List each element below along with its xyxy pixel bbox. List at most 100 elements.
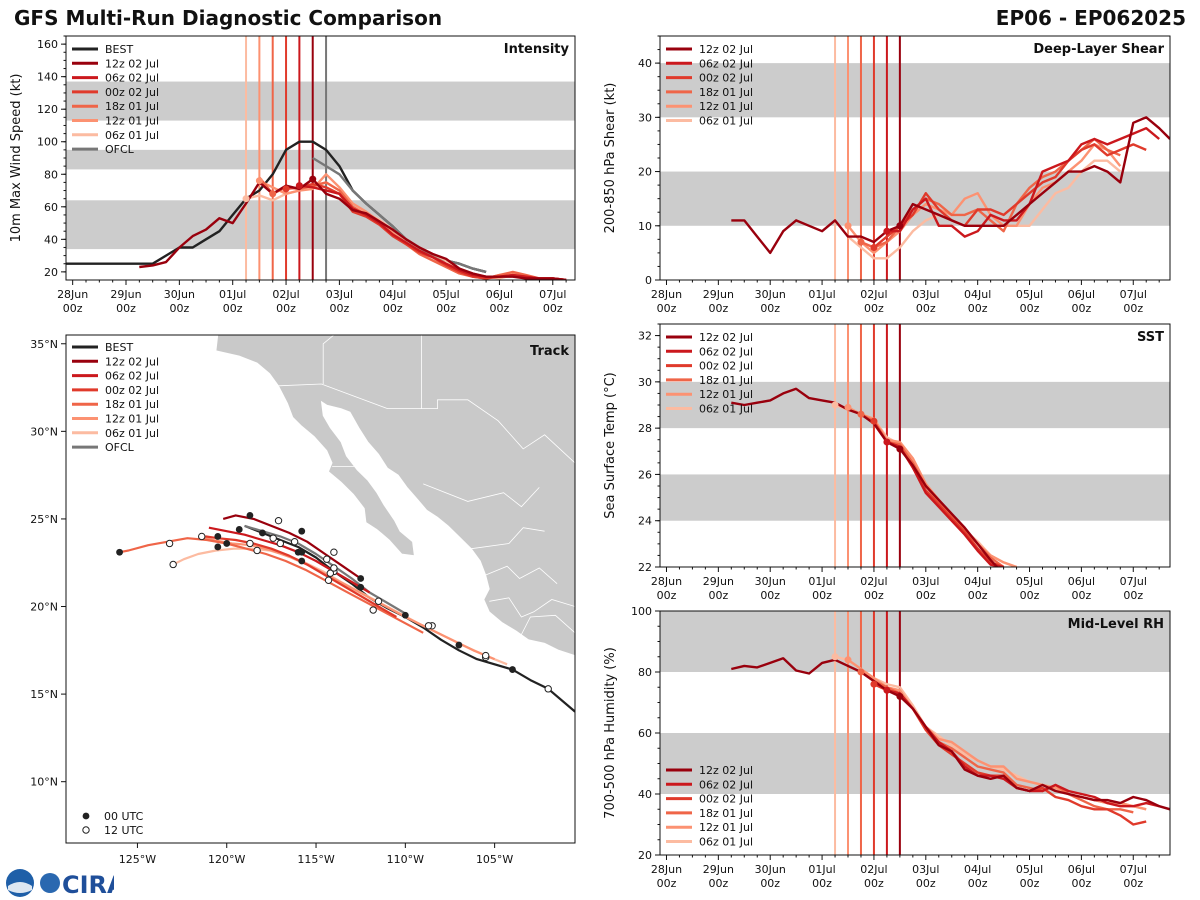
legend-label: 18z 01 Jul xyxy=(105,398,159,411)
x-tick-label: 29Jun xyxy=(703,575,734,588)
x-tick-label: 04Jul xyxy=(964,863,991,876)
marker-12utc xyxy=(198,532,206,541)
x-tick-label: 00z xyxy=(916,589,936,602)
rh-panel: 2040608010028Jun00z29Jun00z30Jun00z01Jul… xyxy=(603,605,1171,890)
init-marker xyxy=(255,177,263,185)
x-tick-label: 00z xyxy=(1020,302,1040,315)
series-line xyxy=(847,143,1122,255)
legend-label: OFCL xyxy=(105,441,135,454)
marker-12utc xyxy=(165,539,174,548)
marker-00utc xyxy=(357,575,365,582)
marker-00utc xyxy=(298,527,306,535)
y-tick-label: 28 xyxy=(638,422,652,435)
legend-label: BEST xyxy=(105,43,133,56)
legend-label: 18z 01 Jul xyxy=(105,100,159,113)
x-tick-label: 00z xyxy=(760,589,780,602)
legend-label: 00z 02 Jul xyxy=(699,793,753,806)
x-tick-label: 00z xyxy=(383,302,403,315)
x-tick-label: 07Jul xyxy=(1120,575,1147,588)
y-tick-label: 40 xyxy=(638,57,652,70)
x-tick-label: 00z xyxy=(436,302,456,315)
x-tick-label: 00z xyxy=(490,302,510,315)
series-line xyxy=(731,116,1170,255)
x-tick-label: 07Jul xyxy=(539,288,566,301)
y-tick-label: 60 xyxy=(638,727,652,740)
map-frame xyxy=(65,334,576,844)
x-tick-label: 05Jul xyxy=(1016,863,1043,876)
y-tick-label: 22 xyxy=(638,561,652,574)
y-tick-label: 40 xyxy=(44,233,58,246)
marker-00utc xyxy=(235,526,243,533)
x-tick-label: 00z xyxy=(864,302,884,315)
x-tick-label: 00z xyxy=(1020,589,1040,602)
legend-label: 12z 02 Jul xyxy=(699,43,753,56)
cira-logo: CIRA xyxy=(6,869,114,898)
legend-label: 12z 01 Jul xyxy=(699,821,753,834)
legend-label: 12z 02 Jul xyxy=(699,331,753,344)
lon-tick-label: 105°W xyxy=(476,853,513,866)
intensity-panel: 2040608010012014016028Jun00z29Jun00z30Ju… xyxy=(9,35,576,315)
threshold-band xyxy=(660,733,1170,794)
x-tick-label: 06Jul xyxy=(486,288,513,301)
y-axis-label: 200-850 hPa Shear (kt) xyxy=(603,83,618,234)
x-tick-label: 03Jul xyxy=(326,288,353,301)
marker-12utc xyxy=(330,548,338,556)
map-area xyxy=(116,335,575,713)
figure-title: GFS Multi-Run Diagnostic Comparison xyxy=(14,6,443,30)
y-tick-label: 80 xyxy=(44,168,58,181)
legend-label: 06z 02 Jul xyxy=(699,57,753,70)
legend-label: 18z 01 Jul xyxy=(699,86,753,99)
marker-12utc xyxy=(276,539,285,548)
x-tick-label: 06Jul xyxy=(1068,575,1095,588)
x-tick-label: 00z xyxy=(708,302,728,315)
y-axis-label: Sea Surface Temp (°C) xyxy=(603,372,618,519)
series-line xyxy=(139,177,567,280)
panel-title: Intensity xyxy=(504,42,570,57)
border-line xyxy=(471,527,545,550)
x-tick-label: 05Jul xyxy=(1016,575,1043,588)
marker-12utc xyxy=(482,651,490,660)
x-tick-label: 00z xyxy=(968,302,988,315)
legend-label: 06z 02 Jul xyxy=(699,778,753,791)
marker-00utc xyxy=(455,641,463,649)
init-marker xyxy=(857,238,865,246)
x-tick-label: 30Jun xyxy=(755,288,786,301)
legend-label: OFCL xyxy=(105,143,135,156)
border-line xyxy=(489,597,575,618)
init-marker xyxy=(844,403,852,411)
x-tick-label: 00z xyxy=(760,302,780,315)
x-tick-label: 02Jul xyxy=(272,288,299,301)
marker-00utc xyxy=(509,666,516,673)
legend-label: 06z 01 Jul xyxy=(699,115,753,128)
x-tick-label: 00z xyxy=(1072,589,1092,602)
marker-12utc xyxy=(544,685,552,693)
x-tick-label: 00z xyxy=(968,589,988,602)
y-tick-label: 80 xyxy=(638,666,652,679)
land-mass xyxy=(215,335,575,657)
init-marker xyxy=(870,680,878,688)
border-line xyxy=(423,483,540,508)
track-line xyxy=(197,535,496,661)
series-line xyxy=(299,184,567,280)
init-marker xyxy=(844,222,852,230)
y-axis-label: 700-500 hPa Humidity (%) xyxy=(603,647,618,819)
lat-tick-label: 35°N xyxy=(30,338,58,351)
x-tick-label: 07Jul xyxy=(1120,288,1147,301)
x-tick-label: 06Jul xyxy=(1068,863,1095,876)
x-tick-label: 00z xyxy=(169,302,189,315)
marker-12utc xyxy=(374,597,383,605)
init-marker xyxy=(870,243,878,251)
x-tick-label: 05Jul xyxy=(432,288,459,301)
x-tick-label: 30Jun xyxy=(164,288,195,301)
x-tick-label: 28Jun xyxy=(651,863,682,876)
panel-title: Deep-Layer Shear xyxy=(1033,42,1164,57)
panel-title: Mid-Level RH xyxy=(1068,617,1164,632)
init-marker xyxy=(831,653,839,661)
marker-00utc xyxy=(298,557,306,565)
x-tick-label: 00z xyxy=(657,877,677,890)
lon-tick-label: 125°W xyxy=(119,853,156,866)
x-tick-label: 28Jun xyxy=(651,288,682,301)
series-line xyxy=(312,156,487,274)
